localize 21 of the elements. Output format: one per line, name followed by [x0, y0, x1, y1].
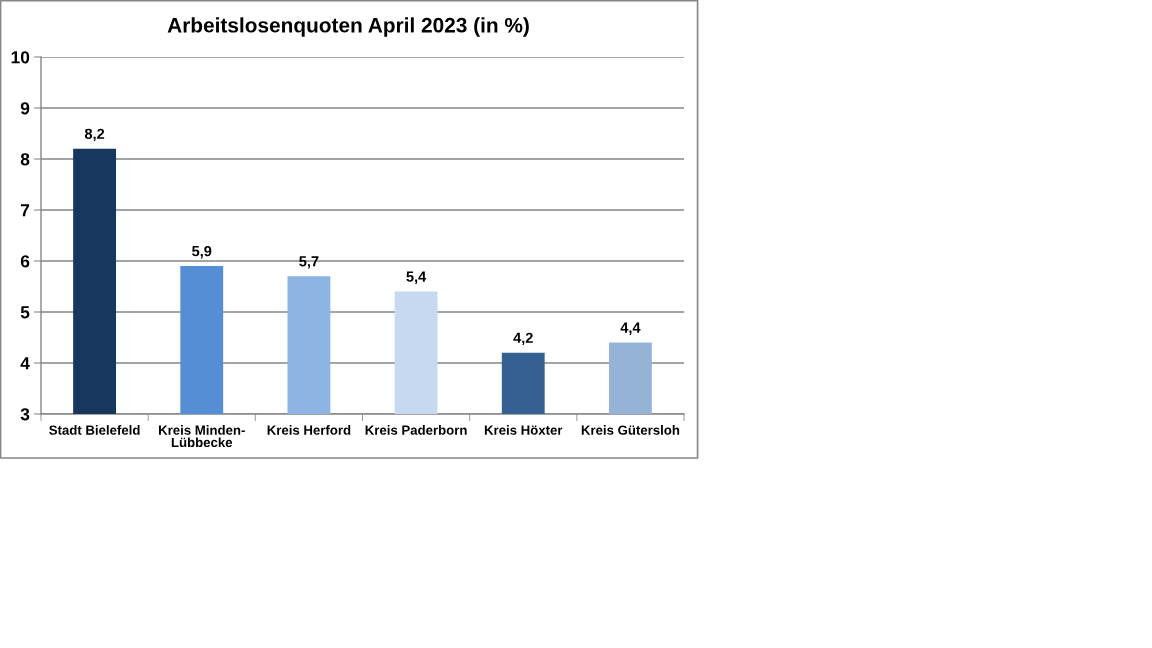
y-tick-label: 10	[11, 51, 30, 64]
data-label: 5,9	[192, 245, 212, 259]
x-tick-label: Kreis Gütersloh	[581, 425, 680, 435]
y-tick-label: 9	[20, 102, 30, 115]
x-tick-label: Kreis Herford	[267, 425, 351, 435]
x-tick-label: Stadt Bielefeld	[49, 425, 140, 435]
y-tick-label: 4	[20, 357, 30, 370]
chart-title: Arbeitslosenquoten April 2023 (in %)	[167, 17, 529, 37]
data-label: 5,7	[299, 256, 319, 269]
y-tick-label: 7	[20, 204, 30, 217]
y-tick-label: 6	[20, 255, 30, 268]
y-tick-label: 5	[20, 306, 30, 319]
data-label: 4,2	[513, 332, 533, 346]
y-tick-label: 3	[20, 408, 30, 421]
x-tick-label: Kreis Höxter	[484, 425, 563, 435]
data-label: 5,4	[406, 271, 427, 284]
x-tick-label: Kreis Minden- Lübbecke	[159, 425, 245, 448]
y-tick-label: 8	[20, 153, 30, 166]
data-label: 4,4	[620, 322, 641, 335]
x-tick-label: Kreis Paderborn	[365, 425, 467, 435]
data-label: 8,2	[84, 128, 105, 142]
